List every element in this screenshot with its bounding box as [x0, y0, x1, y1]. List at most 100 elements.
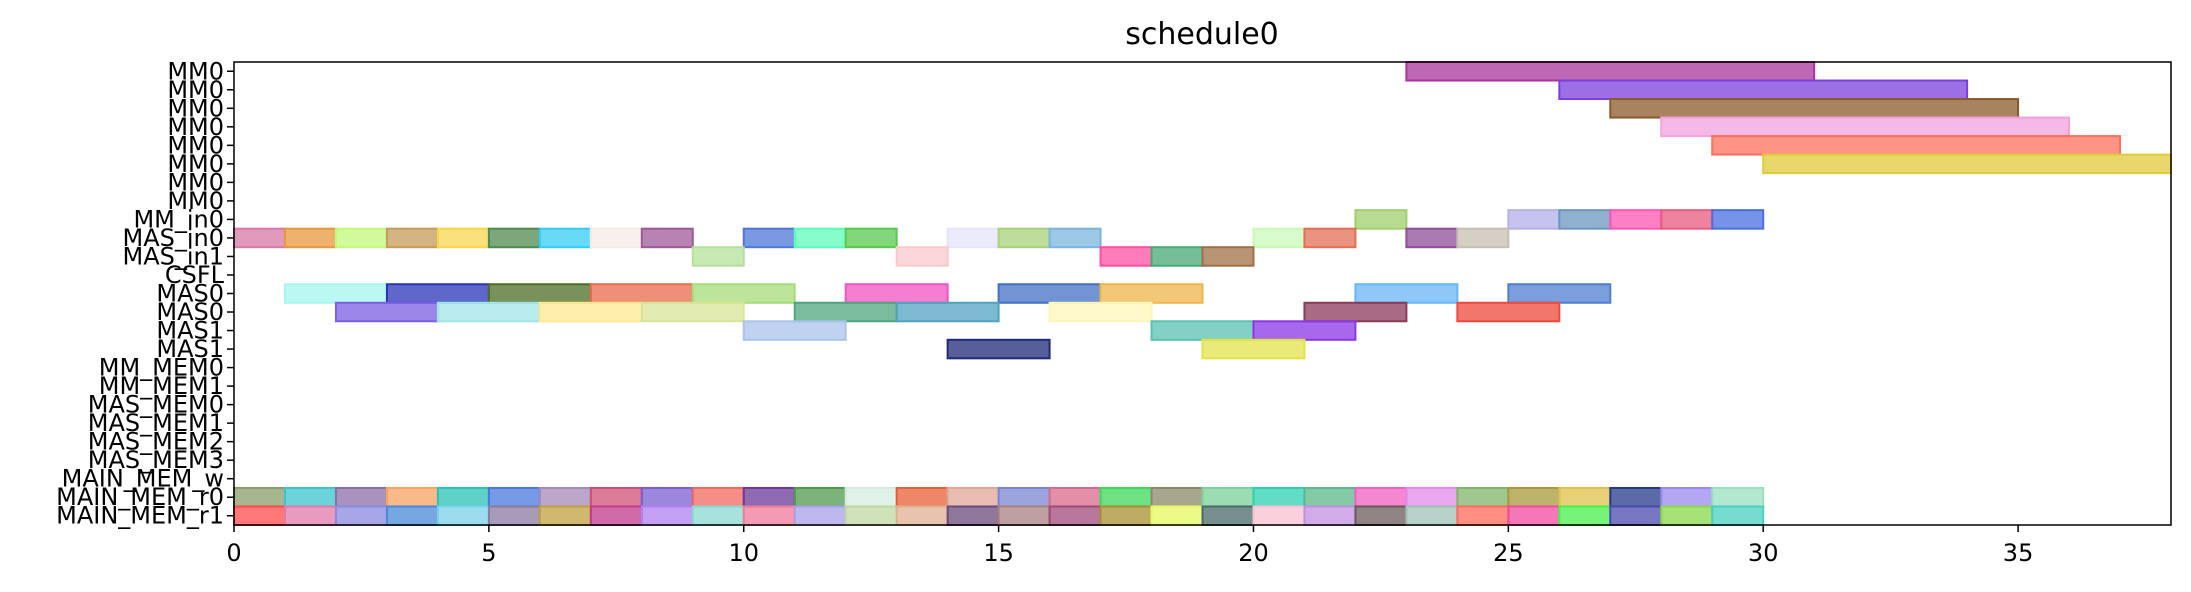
task-bar-23 [844, 227, 898, 249]
y-tick-label-14: MAS1 [156, 317, 224, 345]
task-bar-2 [1609, 98, 2020, 119]
task-bar-91 [283, 505, 337, 527]
task-bar-64 [436, 486, 490, 508]
task-bar-47 [436, 301, 541, 323]
task-bar-100 [742, 505, 796, 527]
task-bar-51 [895, 301, 1000, 323]
task-bar-4 [1711, 135, 2122, 156]
task-bar-53 [1303, 301, 1408, 323]
task-bar-41 [844, 283, 949, 304]
task-bar-1 [1558, 79, 1969, 101]
y-tick-label-15: MAS1 [156, 335, 224, 363]
y-tick-label-23: MAIN_MEM_r0 [56, 483, 224, 511]
task-bar-34 [1150, 246, 1204, 267]
task-bar-116 [1558, 505, 1612, 527]
y-tick-label-17: MM_MEM1 [99, 372, 224, 400]
y-tick-label-5: MM0 [167, 150, 224, 178]
task-bar-112 [1354, 505, 1408, 527]
y-tick-label-22: MAIN_MEM_w [62, 465, 224, 493]
task-bar-15 [385, 227, 439, 249]
task-bar-79 [1201, 486, 1255, 508]
task-bar-57 [1252, 320, 1357, 341]
y-tick-label-1: MM0 [167, 76, 224, 104]
task-bar-37 [385, 283, 490, 304]
x-tick-label-0: 0 [226, 539, 241, 567]
task-bar-92 [334, 505, 388, 527]
x-tick-label-1: 5 [481, 539, 496, 567]
y-tick-label-18: MAS_MEM0 [88, 391, 224, 419]
task-bar-58 [946, 338, 1051, 360]
task-bar-9 [1609, 209, 1663, 230]
task-bar-78 [1150, 486, 1204, 508]
task-bar-86 [1558, 486, 1612, 508]
y-tick-label-9: MAS_in0 [122, 224, 224, 252]
task-bar-48 [538, 301, 643, 323]
task-bar-8 [1558, 209, 1612, 230]
task-bar-77 [1099, 486, 1153, 508]
task-bar-65 [487, 486, 541, 508]
task-bar-21 [742, 227, 796, 249]
task-bar-13 [283, 227, 337, 249]
task-bar-66 [538, 486, 592, 508]
y-tick-label-2: MM0 [167, 94, 224, 122]
task-bar-76 [1048, 486, 1102, 508]
task-bar-14 [334, 227, 388, 249]
task-bar-16 [436, 227, 490, 249]
task-bar-80 [1252, 486, 1306, 508]
task-bar-107 [1099, 505, 1153, 527]
task-bar-7 [1507, 209, 1561, 230]
x-tick-label-7: 35 [2003, 539, 2034, 567]
task-bar-62 [334, 486, 388, 508]
task-bar-105 [997, 505, 1051, 527]
task-bar-119 [1711, 505, 1765, 527]
task-bar-54 [1456, 301, 1561, 323]
task-bar-88 [1660, 486, 1714, 508]
task-bar-12 [233, 227, 286, 249]
task-bar-27 [1252, 227, 1306, 249]
task-bar-68 [640, 486, 694, 508]
chart-title: schedule0 [1125, 17, 1279, 52]
task-bar-67 [589, 486, 643, 508]
y-tick-label-16: MM_MEM0 [99, 354, 224, 382]
task-bar-81 [1303, 486, 1357, 508]
y-tick-label-11: CSFL [165, 261, 225, 289]
task-bar-102 [844, 505, 898, 527]
task-bar-82 [1354, 486, 1408, 508]
task-bar-73 [895, 486, 949, 508]
task-bar-117 [1609, 505, 1663, 527]
y-tick-label-3: MM0 [167, 113, 224, 141]
x-tick-label-4: 20 [1238, 539, 1269, 567]
task-bar-95 [487, 505, 541, 527]
task-bar-42 [997, 283, 1102, 304]
task-bar-75 [997, 486, 1051, 508]
task-bar-28 [1303, 227, 1357, 249]
task-bar-84 [1456, 486, 1510, 508]
task-bar-83 [1405, 486, 1459, 508]
x-tick-label-2: 10 [728, 539, 759, 567]
task-bar-43 [1099, 283, 1204, 304]
task-bar-85 [1507, 486, 1561, 508]
task-bar-3 [1660, 116, 2071, 138]
task-bar-109 [1201, 505, 1255, 527]
y-tick-label-13: MAS0 [156, 298, 224, 326]
task-bar-89 [1711, 486, 1765, 508]
y-tick-label-12: MAS0 [156, 280, 224, 308]
task-bar-59 [1201, 338, 1306, 360]
task-bar-96 [538, 505, 592, 527]
task-bar-101 [793, 505, 847, 527]
task-bar-36 [283, 283, 388, 304]
y-tick-label-4: MM0 [167, 131, 224, 159]
task-bar-45 [1507, 283, 1612, 304]
y-axis-labels: MM0MM0MM0MM0MM0MM0MM0MM0MM_in0MAS_in0MAS… [56, 57, 234, 530]
task-bar-38 [487, 283, 592, 304]
task-bar-97 [589, 505, 643, 527]
task-bar-39 [589, 283, 694, 304]
y-tick-label-6: MM0 [167, 168, 224, 196]
task-bar-35 [1201, 246, 1255, 267]
task-bar-17 [487, 227, 541, 249]
task-bars [233, 61, 2173, 527]
task-bar-60 [233, 486, 286, 508]
x-tick-label-3: 15 [983, 539, 1014, 567]
task-bar-44 [1354, 283, 1459, 304]
task-bar-49 [640, 301, 745, 323]
